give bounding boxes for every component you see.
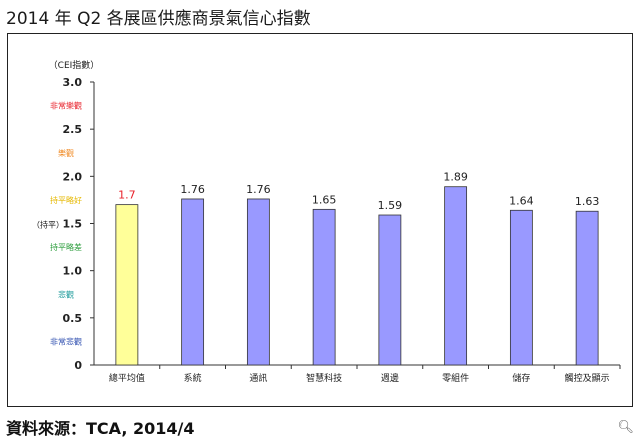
zone-label: 悲觀 xyxy=(58,289,74,299)
bar xyxy=(312,208,336,366)
y-tick-label: 1.0 xyxy=(63,265,83,278)
zone-label: 持平略好 xyxy=(50,195,82,205)
y-tick-label: 2.0 xyxy=(63,170,83,183)
bar xyxy=(115,204,139,366)
x-tick-label: 通訊 xyxy=(249,372,267,384)
data-label: 1.7 xyxy=(118,189,136,202)
bar xyxy=(246,198,270,366)
zone-label: 樂觀 xyxy=(58,148,74,158)
y-tick-label: 0.5 xyxy=(63,312,83,325)
y-tick-label: 2.5 xyxy=(63,123,83,136)
zone-label: 持平略差 xyxy=(50,242,82,252)
magnifier-icon[interactable]: 🔍︎ xyxy=(617,420,634,435)
page-title: 2014 年 Q2 各展區供應商景氣信心指數 xyxy=(6,9,311,29)
x-tick-label: 週邊 xyxy=(381,372,399,384)
x-tick-label: 智慧科技 xyxy=(306,372,342,384)
y-tick-label: 0 xyxy=(74,359,82,372)
data-label: 1.59 xyxy=(378,199,403,212)
data-label: 1.65 xyxy=(312,193,337,206)
zone-label: （持平） xyxy=(32,220,64,230)
bar xyxy=(378,214,402,366)
y-tick-label: 1.5 xyxy=(63,218,83,231)
x-tick-label: 觸控及顯示 xyxy=(565,372,610,384)
x-tick-label: 零組件 xyxy=(442,372,469,384)
bar xyxy=(575,210,599,366)
x-tick-label: 系統 xyxy=(184,372,202,384)
source-note: 資料來源：TCA, 2014/4 xyxy=(6,419,195,438)
x-tick-label: 總平均值 xyxy=(109,372,145,384)
data-label: 1.89 xyxy=(443,171,468,184)
data-label: 1.63 xyxy=(575,195,600,208)
data-label: 1.76 xyxy=(246,183,271,196)
bar xyxy=(444,186,468,366)
bar xyxy=(181,198,205,366)
chart-frame: （CEI指數） 0 0.5 1.0 1.5 2.0 2.5 3.0 非常樂觀樂觀持平略好 （持平）… xyxy=(7,33,633,407)
data-label: 1.76 xyxy=(180,183,205,196)
y-tick-label: 3.0 xyxy=(63,76,83,89)
x-tick-label: 儲存 xyxy=(512,372,530,384)
y-axis-label: （CEI指數） xyxy=(49,59,100,71)
bar xyxy=(509,209,533,366)
zone-label: 非常悲觀 xyxy=(50,336,82,346)
zone-label: 非常樂觀 xyxy=(50,101,82,111)
data-label: 1.64 xyxy=(509,194,534,207)
